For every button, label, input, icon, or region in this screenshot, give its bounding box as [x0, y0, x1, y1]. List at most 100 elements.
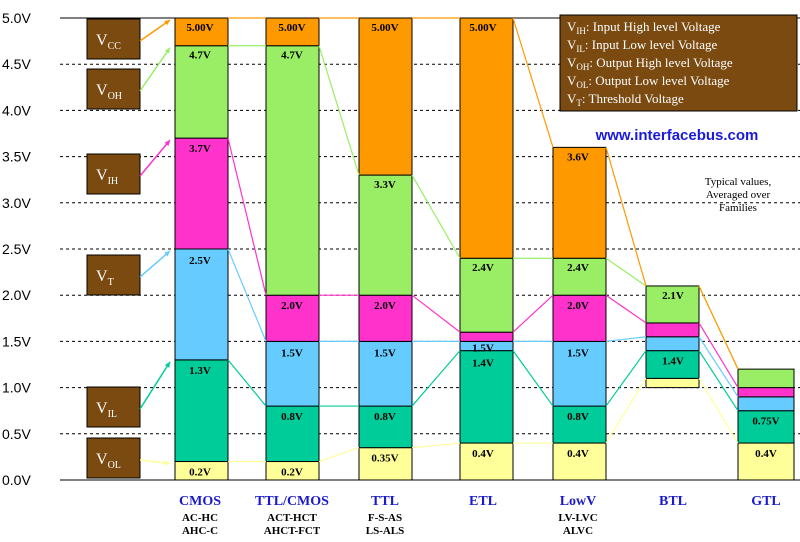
connector-vol-5: [698, 378, 739, 444]
legend-entry-sub-4: T: [576, 98, 582, 108]
bar-ttl-vt: [358, 340, 413, 407]
bar-gtl-vol: [737, 442, 795, 481]
note-line-2: Families: [719, 202, 757, 214]
connector-vih-0: [227, 137, 267, 296]
level-arrowhead-vol: [164, 460, 170, 466]
y-tick-label-0: 0.0V: [2, 472, 31, 488]
legend-entry-text-4: : Threshold Voltage: [582, 91, 684, 106]
y-tick-label-5: 2.5V: [2, 241, 31, 257]
legend-entry-3: VOL: Output Low level Voltage: [567, 73, 730, 90]
legend-entry-sub-2: OH: [576, 62, 589, 72]
connector-vt-4: [605, 336, 647, 342]
seg-label-4-voh: 2.4V: [567, 262, 589, 274]
category-sub-2-0: F-S-AS: [368, 512, 402, 524]
legend-entry-text-1: : Input Low level Voltage: [585, 37, 718, 52]
level-arrowhead-vt: [164, 251, 170, 257]
level-arrow-vih: [139, 139, 171, 177]
bar-btl-vt: [645, 336, 700, 352]
level-label-sub-vt: T: [108, 277, 114, 288]
seg-label-6-vil: 0.75V: [752, 416, 779, 428]
level-box-vcc: [86, 18, 141, 60]
connector-vt-5: [698, 336, 739, 398]
bar-etl-vih: [459, 331, 514, 342]
bar-etl-voh: [459, 257, 514, 333]
bar-ttl-vcc: [358, 17, 413, 176]
level-arrow-vcc: [139, 19, 171, 42]
legend-entry-sub-0: IH: [576, 26, 586, 36]
y-tick-label-4: 2.0V: [2, 287, 31, 303]
y-tick-label-10: 5.0V: [2, 10, 31, 26]
seg-label-1-voh: 4.7V: [281, 50, 303, 62]
seg-label-4-vih: 2.0V: [567, 300, 589, 312]
connector-vol-2: [411, 442, 461, 449]
y-tick-label-1: 0.5V: [2, 426, 31, 442]
segment-labels: 0.2V 1.3V 2.5V 3.7V 4.7V 5.00V 0.2V 0.8V 1.5V 2.0…: [186, 22, 779, 479]
level-label-sub-vcc: CC: [108, 41, 122, 52]
seg-label-0-vih: 3.7V: [189, 143, 211, 155]
level-label-sub-voh: OH: [108, 91, 122, 102]
seg-label-3-voh: 2.4V: [472, 262, 494, 274]
bar-lowv-vih: [552, 294, 607, 342]
seg-label-0-vt: 2.5V: [189, 255, 211, 267]
level-box-vil: [86, 386, 141, 428]
bar-ttl-vol: [358, 447, 413, 481]
category-sub-4-0: LV-LVC: [558, 512, 597, 524]
connector-vih-2: [411, 294, 461, 333]
y-tick-label-2: 1.0V: [2, 380, 31, 396]
seg-label-1-vcc: 5.00V: [278, 22, 305, 34]
bar-etl-vcc: [459, 17, 514, 259]
note-line-1: Averaged over: [706, 189, 771, 201]
connector-vih-4: [605, 294, 647, 324]
seg-label-4-vol: 0.4V: [567, 448, 589, 460]
level-arrowhead-vih: [164, 140, 170, 146]
seg-label-3-vil: 1.4V: [472, 358, 494, 370]
y-axis-ticks: 0.0V 0.5V 1.0V 1.5V 2.0V 2.5V 3.0V 3.5V 4.0V 4.5V…: [2, 10, 31, 488]
connector-vih-5: [698, 322, 739, 388]
connector-vil-2: [411, 350, 461, 407]
legend-entry-text-0: : Input High level Voltage: [586, 19, 721, 34]
category-name-5: BTL: [659, 494, 687, 509]
category-name-0: CMOS: [179, 494, 221, 509]
level-label-sub-vih: IH: [108, 176, 119, 187]
category-sub-4-1: ALVC: [563, 525, 593, 537]
category-sub-2-1: LS-ALS: [366, 525, 405, 537]
seg-label-4-vt: 1.5V: [567, 347, 589, 359]
seg-label-1-vil: 0.8V: [281, 411, 303, 423]
level-arrow-voh: [139, 47, 171, 92]
legend-entry-sub-1: IL: [576, 44, 585, 54]
seg-label-3-vt: 1.5V: [472, 342, 494, 354]
connector-vol-4: [605, 378, 647, 444]
bar-lowv-vcc: [552, 146, 607, 259]
connector-vcc-3: [512, 17, 554, 148]
bar-ttl-voh: [358, 174, 413, 296]
level-box-vih: [86, 153, 141, 195]
seg-label-2-vcc: 5.00V: [371, 22, 398, 34]
connector-voh-2: [411, 174, 461, 259]
seg-label-0-voh: 4.7V: [189, 50, 211, 62]
legend-entry-4: VT: Threshold Voltage: [567, 91, 684, 108]
bar-ttlcmos-vih: [265, 294, 320, 342]
level-arrow-vil: [139, 361, 171, 410]
level-arrow-vt: [139, 250, 171, 278]
category-name-3: ETL: [469, 494, 497, 509]
seg-label-2-vih: 2.0V: [374, 300, 396, 312]
seg-label-1-vt: 1.5V: [281, 347, 303, 359]
legend-entry-text-2: : Output High level Voltage: [589, 55, 732, 70]
seg-label-0-vcc: 5.00V: [186, 22, 213, 34]
bars: [174, 17, 795, 481]
level-arrowhead-voh: [164, 47, 170, 54]
legend-entry-1: VIL: Input Low level Voltage: [567, 37, 718, 54]
legend-entry-text-3: : Output Low level Voltage: [588, 73, 729, 88]
bar-cmos-vil: [174, 359, 229, 463]
bar-lowv-vil: [552, 405, 607, 444]
bar-btl-voh: [645, 285, 700, 324]
bar-etl-vol: [459, 442, 514, 481]
level-label-sub-vil: IL: [108, 409, 117, 420]
seg-label-3-vol: 0.4V: [472, 448, 494, 460]
bar-lowv-vol: [552, 442, 607, 481]
category-name-1: TTL/CMOS: [255, 494, 329, 509]
category-sub-0-1: AHC-C: [182, 525, 218, 537]
